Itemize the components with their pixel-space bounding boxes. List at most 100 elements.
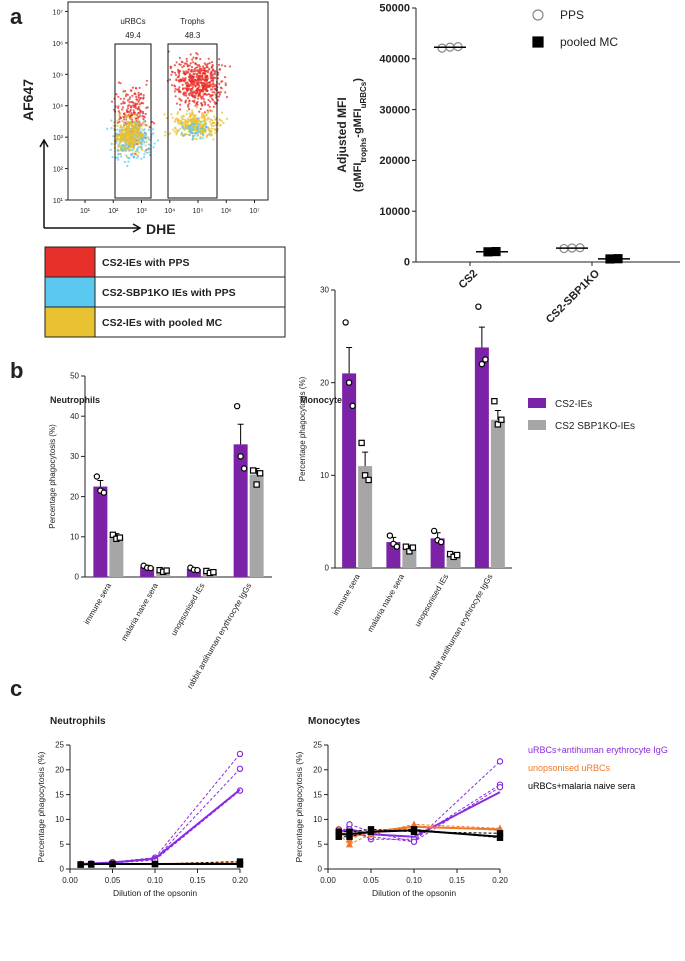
event (210, 65, 213, 68)
event (133, 92, 136, 95)
event (197, 82, 200, 85)
event (204, 78, 207, 81)
event (221, 111, 224, 114)
event (109, 148, 112, 151)
y-tick-label: 20 (320, 378, 329, 387)
event (224, 91, 227, 94)
event (207, 111, 210, 114)
event (146, 124, 149, 127)
event (184, 101, 187, 104)
event (121, 137, 124, 141)
event (129, 118, 132, 121)
y-tick-label: 50000 (379, 3, 410, 15)
event (198, 85, 201, 88)
event (190, 65, 194, 69)
event (131, 135, 135, 138)
event (142, 94, 145, 97)
event (193, 99, 196, 102)
event (179, 119, 182, 122)
marker (365, 476, 372, 484)
legend-swatch (44, 246, 96, 278)
event (190, 82, 193, 85)
event (144, 144, 147, 147)
event (179, 70, 182, 73)
event (137, 145, 140, 148)
legend-swatch (44, 306, 96, 338)
marker (361, 472, 369, 479)
event (143, 132, 146, 135)
y-tick-label: 25 (313, 741, 322, 750)
event (174, 120, 177, 123)
event (179, 108, 182, 111)
event (123, 116, 126, 119)
event (147, 138, 151, 141)
event (142, 117, 145, 121)
event (222, 121, 225, 125)
event (202, 82, 205, 85)
event (134, 143, 137, 146)
x-tick-label: 10⁶ (221, 208, 232, 215)
event (193, 134, 196, 137)
event (175, 61, 178, 64)
event (145, 141, 148, 144)
event (176, 130, 179, 133)
event (125, 114, 128, 117)
event (134, 87, 137, 90)
event (183, 124, 187, 127)
event (124, 94, 127, 98)
event (185, 112, 188, 116)
event (129, 108, 132, 111)
event (117, 95, 120, 98)
event (177, 121, 180, 124)
y-tick-label: 10⁷ (53, 9, 64, 16)
event (123, 160, 126, 164)
event (199, 88, 202, 91)
event (190, 68, 193, 71)
event (141, 121, 145, 124)
bar (474, 347, 489, 568)
event (212, 105, 215, 108)
event (196, 72, 199, 76)
y-axis-label: Adjusted MFI (335, 97, 349, 172)
event (206, 118, 209, 121)
event (119, 97, 122, 100)
event (131, 129, 134, 132)
event (206, 126, 209, 129)
event (209, 77, 212, 80)
event (211, 82, 215, 85)
event (142, 115, 145, 118)
gate-name: uRBCs (120, 17, 145, 26)
event (196, 134, 199, 137)
event (198, 75, 201, 78)
event (224, 82, 227, 85)
event (212, 69, 215, 72)
marker (386, 532, 394, 539)
legend-label: CS2-IEs (555, 399, 592, 410)
event (170, 73, 173, 76)
event (133, 120, 136, 123)
event (182, 70, 185, 73)
event (189, 75, 192, 78)
event (191, 109, 194, 112)
event (211, 79, 214, 82)
event (110, 142, 113, 145)
event (116, 124, 119, 127)
event (129, 120, 132, 124)
event (178, 56, 181, 60)
event (201, 65, 205, 68)
event (169, 132, 172, 135)
event (128, 101, 131, 104)
event (137, 91, 140, 94)
event (217, 73, 220, 76)
event (195, 138, 198, 141)
event (191, 86, 195, 89)
event (176, 119, 179, 122)
event (128, 113, 131, 116)
event (133, 128, 136, 131)
event (134, 103, 137, 106)
event (218, 118, 221, 121)
y-axis-label: uRBCs (359, 81, 368, 108)
event (124, 131, 127, 134)
y-tick-label: 15 (55, 790, 64, 799)
event (181, 117, 184, 120)
